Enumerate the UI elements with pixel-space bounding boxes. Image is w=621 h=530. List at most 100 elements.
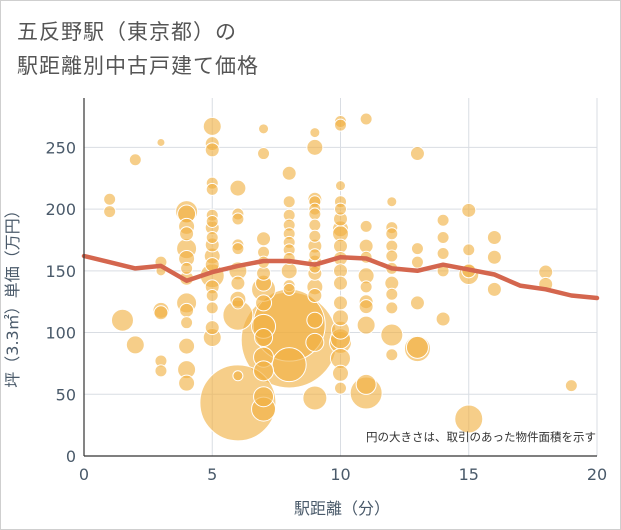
data-bubble <box>333 275 348 291</box>
data-bubble <box>307 288 323 304</box>
data-bubble <box>229 179 247 197</box>
y-axis-label: 坪（3.3㎡）単価（万円） <box>3 202 22 387</box>
data-bubble <box>405 335 429 359</box>
y-tick-label: 200 <box>45 200 76 219</box>
data-bubble <box>436 213 450 227</box>
data-bubble <box>356 315 376 335</box>
data-bubble <box>271 347 307 383</box>
chart-title-line-2: 駅距離別中古戸建て価格 <box>17 54 259 78</box>
data-bubble <box>385 249 399 263</box>
data-bubble <box>385 227 399 241</box>
data-bubble <box>156 137 166 147</box>
data-bubble <box>204 142 220 158</box>
data-bubble <box>486 229 502 245</box>
data-bubble <box>436 247 450 261</box>
data-bubble <box>359 219 373 233</box>
data-bubble <box>435 311 451 327</box>
data-bubble <box>257 147 271 161</box>
data-bubble <box>409 146 425 162</box>
data-bubble <box>302 385 328 411</box>
x-tick-label: 0 <box>79 465 89 484</box>
data-bubble <box>409 295 425 311</box>
x-tick-label: 20 <box>587 465 607 484</box>
data-bubble <box>204 320 220 336</box>
y-tick-label: 50 <box>56 385 76 404</box>
data-bubble <box>110 308 134 332</box>
data-bubble <box>230 275 246 291</box>
data-bubble <box>232 370 244 382</box>
data-bubble <box>333 295 348 311</box>
data-bubble <box>205 182 219 196</box>
data-bubble <box>334 202 347 216</box>
y-tick-label: 150 <box>45 262 76 281</box>
data-bubble <box>462 243 476 257</box>
data-bubble <box>564 379 578 393</box>
data-bubble <box>180 261 194 275</box>
data-bubble <box>205 214 219 228</box>
data-bubble <box>359 280 373 294</box>
data-bubble <box>358 299 374 315</box>
data-bubble <box>386 196 398 208</box>
data-bubble <box>380 323 404 347</box>
data-bubble <box>255 294 273 312</box>
data-bubble <box>332 309 349 327</box>
data-bubble <box>258 123 270 135</box>
data-bubble <box>486 281 502 297</box>
average-price-trend-line <box>81 253 600 301</box>
data-bubble <box>308 248 322 262</box>
x-tick-label: 10 <box>330 465 350 484</box>
data-bubble <box>254 327 274 347</box>
data-bubble <box>128 153 142 167</box>
data-bubble <box>154 364 168 378</box>
data-bubble <box>410 242 424 256</box>
data-bubble <box>359 112 373 126</box>
data-bubble <box>436 230 450 244</box>
data-bubble <box>305 332 325 352</box>
data-bubble <box>309 127 321 139</box>
y-tick-label: 0 <box>66 447 76 466</box>
data-bubble <box>280 262 298 280</box>
data-bubble <box>256 231 272 247</box>
data-bubble <box>385 301 399 315</box>
data-bubble <box>334 381 347 395</box>
data-bubble <box>231 242 245 256</box>
x-tick-label: 15 <box>459 465 479 484</box>
data-bubble <box>180 316 194 330</box>
data-bubble <box>231 296 245 310</box>
bubble-size-note: 円の大きさは、取引のあった物件面積を示す <box>366 430 596 444</box>
data-bubble <box>308 229 322 243</box>
data-bubble <box>461 202 477 218</box>
data-bubble <box>410 255 424 269</box>
data-bubble <box>454 404 484 434</box>
x-tick-label: 5 <box>207 465 217 484</box>
data-bubble <box>253 386 275 408</box>
x-axis-label: 駅距離（分） <box>294 499 390 518</box>
data-bubble <box>282 195 296 209</box>
data-bubble <box>308 218 322 232</box>
data-bubble <box>178 374 196 392</box>
data-bubble <box>385 348 399 362</box>
data-bubble <box>385 287 399 301</box>
data-bubble <box>231 212 245 226</box>
data-bubble <box>125 335 145 355</box>
data-bubble <box>282 282 296 296</box>
data-bubble <box>306 138 324 156</box>
data-bubble <box>179 302 195 318</box>
data-bubble <box>199 364 277 442</box>
data-bubble <box>103 205 117 219</box>
data-bubble <box>205 230 219 244</box>
y-tick-label: 250 <box>45 138 76 157</box>
data-bubble <box>281 165 297 181</box>
data-bubble <box>334 118 347 132</box>
trend-layer <box>81 253 600 301</box>
data-bubble <box>332 364 349 382</box>
chart-title: 五反野駅（東京都）の 駅距離別中古戸建て価格 <box>17 15 259 83</box>
y-tick-label: 100 <box>45 324 76 343</box>
data-bubble <box>202 116 222 136</box>
axis-layer: 0 50 100 150 200 250 0 5 10 15 20 <box>45 98 607 484</box>
data-bubble <box>486 249 502 265</box>
data-bubble <box>335 180 346 192</box>
data-bubble <box>355 373 377 395</box>
data-bubble <box>205 289 219 303</box>
